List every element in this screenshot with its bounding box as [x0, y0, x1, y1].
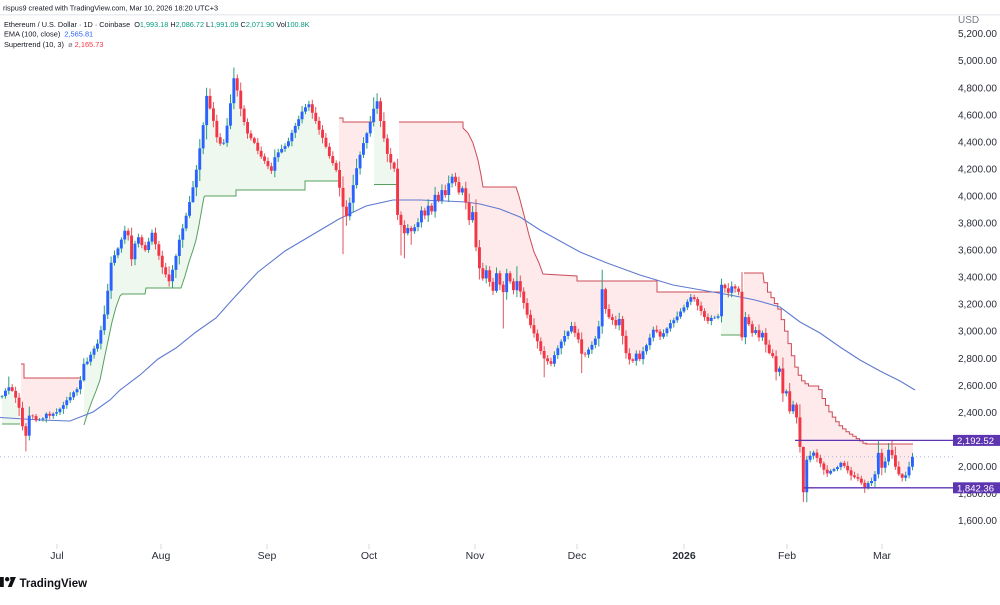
svg-text:Ethereum / U.S. Dollar · 1D ·: Ethereum / U.S. Dollar · 1D · Coinbase O…	[4, 20, 310, 29]
svg-text:TradingView: TradingView	[20, 578, 88, 590]
svg-text:4,600.00: 4,600.00	[958, 110, 997, 121]
svg-text:3,400.00: 3,400.00	[958, 273, 997, 284]
svg-text:Jul: Jul	[50, 550, 63, 562]
svg-text:2,400.00: 2,400.00	[958, 408, 997, 419]
svg-text:4,000.00: 4,000.00	[958, 192, 997, 203]
svg-text:rispus9 created with TradingVi: rispus9 created with TradingView.com, Ma…	[3, 4, 218, 13]
svg-text:2,192.52: 2,192.52	[957, 436, 994, 447]
svg-text:Nov: Nov	[466, 550, 485, 562]
svg-text:Supertrend (10, 3) ø 2,165.73: Supertrend (10, 3) ø 2,165.73	[4, 40, 103, 49]
svg-text:4,400.00: 4,400.00	[958, 137, 997, 148]
svg-text:3,600.00: 3,600.00	[958, 246, 997, 257]
svg-text:Dec: Dec	[568, 550, 587, 562]
svg-text:5,000.00: 5,000.00	[958, 56, 997, 67]
svg-text:2,800.00: 2,800.00	[958, 354, 997, 365]
svg-text:4,200.00: 4,200.00	[958, 164, 997, 175]
svg-text:Mar: Mar	[873, 550, 892, 562]
svg-text:EMA (100, close) 2,565.81: EMA (100, close) 2,565.81	[4, 30, 93, 39]
svg-text:3,800.00: 3,800.00	[958, 219, 997, 230]
svg-text:1,842.36: 1,842.36	[957, 483, 994, 494]
svg-text:2,600.00: 2,600.00	[958, 381, 997, 392]
svg-text:1,800.00: 1,800.00	[958, 489, 997, 500]
svg-text:1,600.00: 1,600.00	[958, 516, 997, 527]
svg-text:4,800.00: 4,800.00	[958, 83, 997, 94]
svg-text:Sep: Sep	[258, 550, 277, 562]
svg-text:2,000.00: 2,000.00	[958, 462, 997, 473]
svg-text:Oct: Oct	[361, 550, 377, 562]
svg-text:5,200.00: 5,200.00	[958, 29, 997, 40]
svg-text:Feb: Feb	[778, 550, 796, 562]
svg-text:2026: 2026	[672, 550, 696, 562]
svg-text:3,000.00: 3,000.00	[958, 327, 997, 338]
svg-text:Aug: Aug	[152, 550, 171, 562]
svg-text:3,200.00: 3,200.00	[958, 300, 997, 311]
svg-text:USD: USD	[958, 15, 979, 26]
